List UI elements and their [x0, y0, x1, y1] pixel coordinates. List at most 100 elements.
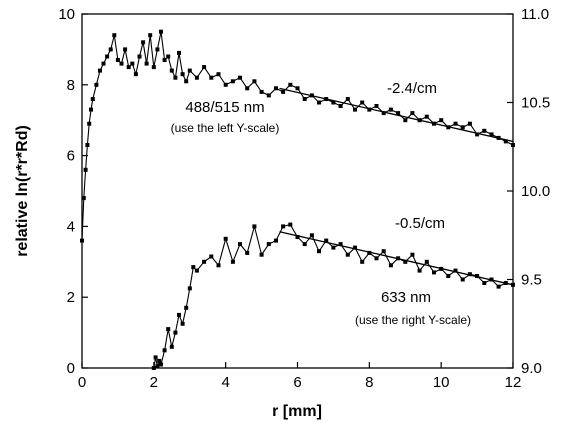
series-2-point [331, 245, 336, 250]
series-2-point [460, 277, 465, 282]
series-2-point [191, 265, 196, 270]
series-1-point [403, 118, 408, 123]
series-2-point [169, 344, 174, 349]
series-1-point [396, 111, 401, 116]
series-2-point [216, 263, 221, 268]
series-2-point [202, 259, 207, 264]
series-1-point [108, 47, 113, 52]
annotation-label: 488/515 nm [185, 99, 264, 116]
series-2-point [360, 259, 365, 264]
series-2-point [245, 250, 250, 255]
fit-line-1 [279, 87, 514, 143]
series-2-point [417, 268, 422, 273]
series-1-point [410, 111, 415, 116]
series-1-point [155, 47, 160, 52]
series-1-point [281, 89, 286, 94]
series-2-point [482, 281, 487, 285]
series-1-point [162, 58, 167, 62]
series-1-point [345, 97, 350, 101]
series-1-point [338, 104, 343, 108]
annotation-label: -2.4/cm [387, 80, 437, 97]
series-1-point [126, 65, 131, 70]
annotation-label: (use the right Y-scale) [355, 313, 471, 327]
series-1-point [467, 121, 472, 126]
series-2-point [187, 286, 192, 291]
series-2-point [324, 238, 329, 243]
series-2-point [177, 312, 181, 317]
series-2-point [345, 252, 350, 257]
fit-line-2 [279, 231, 514, 286]
series-1-point [194, 75, 199, 80]
y-left-tick-label: 2 [67, 289, 75, 306]
series-2-point [153, 355, 158, 360]
series-1-point [489, 132, 494, 137]
series-2-point [266, 242, 271, 247]
series-1-point [259, 89, 264, 94]
series-2-point [403, 259, 408, 264]
series-1-point [475, 132, 480, 137]
y-left-tick-label: 10 [58, 6, 75, 23]
y-right-tick-label: 10.5 [521, 95, 550, 112]
series-1-point [353, 107, 357, 112]
y-left-tick-label: 0 [67, 360, 75, 377]
series-2-point [338, 242, 343, 247]
series-1-point [216, 72, 221, 77]
series-2-point [151, 366, 156, 370]
series-1-point [381, 111, 386, 116]
series-1-point [503, 139, 508, 144]
x-tick-label: 0 [78, 374, 86, 391]
series-2-point [467, 272, 472, 277]
series-2-point [209, 254, 214, 259]
series-1-point [151, 65, 156, 70]
series-1-point [331, 100, 336, 105]
series-2-point [159, 362, 163, 367]
tick-group: 0 2 4 6 8 10 12 0 2 4 6 8 10 9.0 9.5 10.0 10.5 11.0 [58, 6, 550, 391]
series-1-point [173, 75, 178, 80]
series-2-point [173, 330, 178, 335]
series-group [80, 29, 515, 370]
series-2-point [259, 252, 264, 257]
series-2-point [424, 259, 429, 264]
series-1-point [141, 40, 146, 45]
series-1-point [159, 29, 163, 34]
series-2-point [274, 238, 278, 243]
series-2-point [388, 263, 393, 268]
series-2-point [453, 268, 458, 273]
series-1-point [137, 54, 142, 59]
series-1-point [90, 97, 95, 101]
series-1-point [166, 54, 171, 59]
series-1-point [223, 82, 228, 87]
series-1-point [302, 97, 307, 101]
series-1-point [119, 61, 124, 66]
annotation-label: (use the left Y-scale) [171, 121, 280, 135]
series-2-point [374, 256, 379, 261]
series-1-point [424, 114, 429, 119]
y-left-tick-label: 6 [67, 148, 75, 165]
y-axis-label: relative ln(r*r*Rd) [14, 125, 31, 257]
x-tick-label: 10 [433, 374, 450, 391]
series-2-point [238, 242, 242, 247]
annotation-label: 633 nm [381, 289, 431, 306]
series-1-point [169, 68, 174, 73]
series-1-point [177, 50, 181, 55]
series-1-point [89, 107, 93, 112]
series-1-point [98, 68, 102, 73]
annotation-label: -0.5/cm [395, 215, 445, 232]
series-1-point [123, 47, 128, 52]
series-1-point [245, 86, 250, 91]
series-1-point [388, 107, 393, 112]
y-right-tick-label: 10.0 [521, 183, 550, 200]
series-1-point [482, 128, 487, 133]
series-1-point [295, 86, 300, 91]
series-2-point [281, 224, 286, 229]
x-tick-label: 12 [505, 374, 522, 391]
x-axis-label: r [mm] [272, 403, 322, 420]
series-1-point [101, 61, 106, 66]
series-1-point [202, 65, 207, 70]
series-1-point [511, 143, 515, 147]
series-2-point [155, 364, 160, 369]
series-1-point [266, 93, 271, 98]
series-2-point [194, 268, 199, 273]
series-1-point [317, 100, 321, 105]
